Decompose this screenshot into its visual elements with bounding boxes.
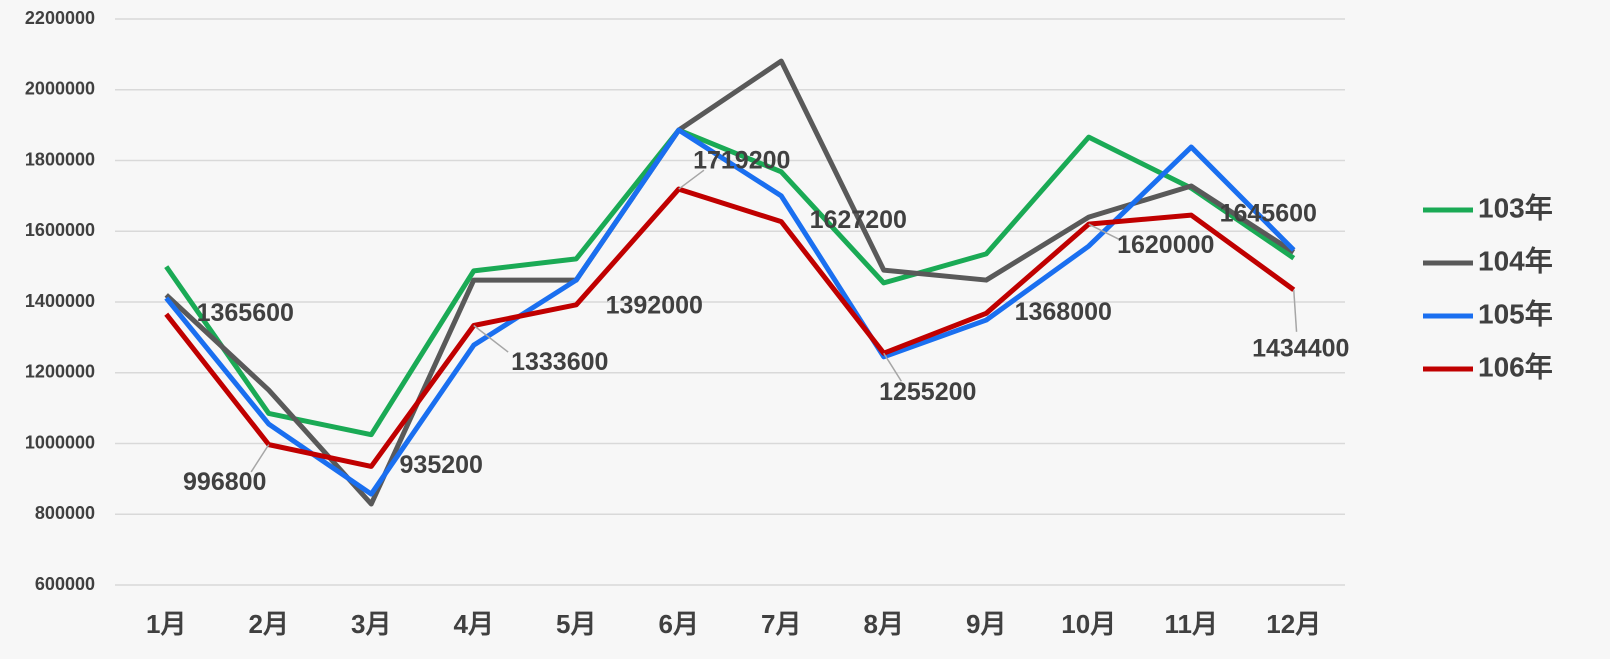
data-label: 1392000	[606, 291, 703, 319]
data-label: 1645600	[1220, 200, 1317, 228]
data-label: 1719200	[693, 147, 790, 175]
y-tick-label: 1000000	[25, 432, 95, 452]
series-line	[164, 186, 1296, 469]
x-tick-label: 9月	[966, 609, 1006, 639]
leader-line	[1088, 223, 1120, 241]
x-tick-label: 1月	[146, 609, 186, 639]
x-tick-label: 3月	[351, 609, 391, 639]
x-tick-label: 4月	[454, 609, 494, 639]
x-tick-label: 8月	[864, 609, 904, 639]
x-tick-label: 10月	[1061, 609, 1116, 639]
data-label: 1368000	[1015, 298, 1112, 326]
legend-label: 103年	[1478, 191, 1553, 223]
series-line	[164, 58, 1296, 507]
y-tick-label: 1200000	[25, 362, 95, 382]
data-label: 996800	[183, 468, 266, 496]
y-tick-label: 2000000	[25, 79, 95, 99]
data-label: 1365600	[197, 299, 294, 327]
y-tick-label: 2200000	[25, 8, 95, 28]
leader-line	[883, 352, 902, 382]
data-label: 1620000	[1117, 231, 1214, 259]
leader-line	[1293, 289, 1298, 332]
leader-line	[250, 444, 270, 473]
series-line	[164, 127, 1296, 497]
x-tick-label: 11月	[1165, 609, 1219, 639]
x-tick-label: 5月	[556, 609, 596, 639]
y-tick-label: 1600000	[25, 220, 95, 240]
y-tick-label: 600000	[35, 574, 95, 594]
x-tick-label: 12月	[1266, 609, 1321, 639]
y-tick-label: 1800000	[25, 149, 95, 169]
y-tick-label: 800000	[35, 503, 95, 523]
leader-line	[473, 324, 509, 353]
x-tick-label: 7月	[761, 609, 801, 639]
leader-line	[678, 169, 705, 190]
series-line	[164, 127, 1296, 438]
x-tick-label: 6月	[659, 609, 699, 639]
y-tick-label: 1400000	[25, 291, 95, 311]
data-label: 1627200	[810, 206, 907, 234]
data-label: 1434400	[1252, 334, 1349, 362]
data-label: 1255200	[879, 378, 976, 406]
legend-label: 104年	[1478, 244, 1553, 276]
legend-label: 106年	[1478, 350, 1553, 382]
x-tick-label: 2月	[249, 609, 289, 639]
data-label: 935200	[400, 451, 483, 479]
data-label: 1333600	[511, 348, 608, 376]
legend-label: 105年	[1478, 297, 1553, 329]
